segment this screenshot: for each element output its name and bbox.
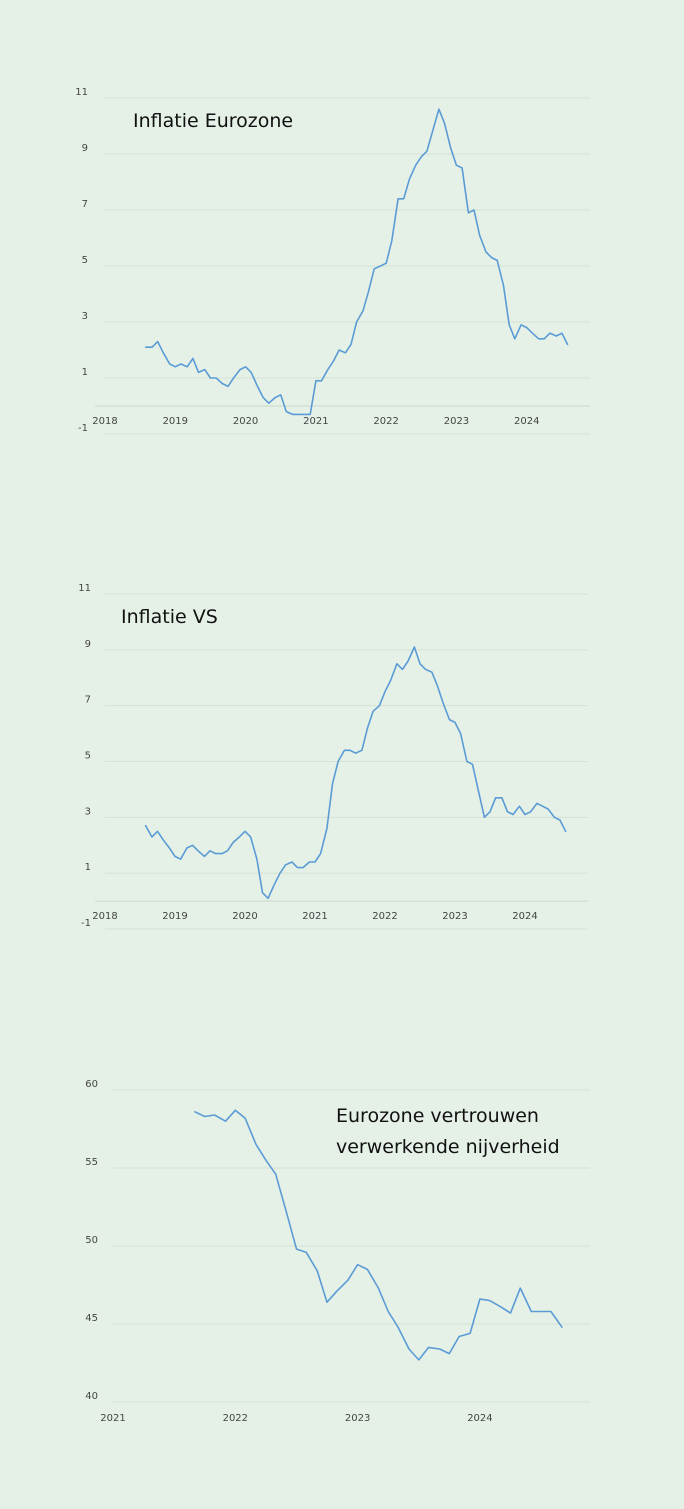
manufacturing-confidence-chart: 40 45 50 55 60 2021 2022 2023 2024 Eurozone vertr… bbox=[0, 1079, 684, 1430]
x-tick-label: 2021 bbox=[100, 1413, 125, 1424]
chart-title-line: verwerkende nijverheid bbox=[336, 1136, 560, 1158]
y-tick-label: 3 bbox=[82, 311, 88, 322]
series-line bbox=[144, 646, 567, 900]
y-tick-label: 9 bbox=[85, 639, 91, 650]
us-inflation-chart: -1 1 3 5 7 9 11 2018 2019 2020 2021 2022 2023 2024 Inf… bbox=[0, 580, 684, 950]
y-tick-label: 50 bbox=[85, 1235, 98, 1246]
us-inflation-plot: -1 1 3 5 7 9 11 2018 2019 2020 2021 2022 2023 2024 Inf… bbox=[78, 583, 588, 930]
eurozone-inflation-chart: -1 1 3 5 7 9 11 2018 2019 2020 2021 2022 2023 2024 Inf… bbox=[0, 80, 684, 450]
y-tick-label: 11 bbox=[75, 87, 88, 98]
x-tick-label: 2019 bbox=[163, 416, 188, 427]
x-tick-label: 2023 bbox=[442, 911, 467, 922]
x-tick-label: 2018 bbox=[92, 911, 117, 922]
y-tick-label: 40 bbox=[85, 1391, 98, 1402]
y-tick-label: 7 bbox=[82, 199, 88, 210]
y-tick-label: 5 bbox=[85, 751, 91, 762]
x-tick-label: 2021 bbox=[303, 416, 328, 427]
chart-title-line: Inflatie Eurozone bbox=[133, 110, 293, 132]
y-tick-label: 11 bbox=[78, 583, 91, 594]
y-tick-label: 60 bbox=[85, 1079, 98, 1090]
x-tick-label: 2023 bbox=[345, 1413, 370, 1424]
chart-title-line: Inflatie VS bbox=[121, 606, 218, 628]
x-tick-label: 2020 bbox=[232, 911, 257, 922]
x-tick-label: 2022 bbox=[372, 911, 397, 922]
series-line bbox=[194, 1109, 563, 1361]
x-tick-label: 2022 bbox=[223, 1413, 248, 1424]
y-tick-label: 45 bbox=[85, 1313, 98, 1324]
series-line bbox=[145, 108, 569, 416]
x-tick-label: 2024 bbox=[467, 1413, 492, 1424]
y-tick-label: -1 bbox=[78, 423, 88, 434]
x-tick-label: 2022 bbox=[373, 416, 398, 427]
y-tick-label: -1 bbox=[81, 918, 91, 929]
x-tick-label: 2023 bbox=[444, 416, 469, 427]
y-tick-label: 7 bbox=[85, 695, 91, 706]
x-tick-label: 2024 bbox=[512, 911, 537, 922]
x-tick-label: 2019 bbox=[162, 911, 187, 922]
y-tick-label: 55 bbox=[85, 1157, 98, 1168]
x-tick-label: 2021 bbox=[302, 911, 327, 922]
x-tick-label: 2018 bbox=[92, 416, 117, 427]
x-tick-label: 2024 bbox=[514, 416, 539, 427]
chart-title-line: Eurozone vertrouwen bbox=[336, 1105, 539, 1127]
y-tick-label: 5 bbox=[82, 255, 88, 266]
manufacturing-confidence-plot: 40 45 50 55 60 2021 2022 2023 2024 Eurozone vertr… bbox=[85, 1079, 590, 1424]
y-tick-label: 9 bbox=[82, 143, 88, 154]
y-tick-label: 1 bbox=[82, 367, 88, 378]
y-tick-label: 3 bbox=[85, 806, 91, 817]
x-tick-label: 2020 bbox=[233, 416, 258, 427]
y-tick-label: 1 bbox=[85, 862, 91, 873]
eurozone-inflation-plot: -1 1 3 5 7 9 11 2018 2019 2020 2021 2022 2023 2024 Inf… bbox=[75, 87, 590, 435]
